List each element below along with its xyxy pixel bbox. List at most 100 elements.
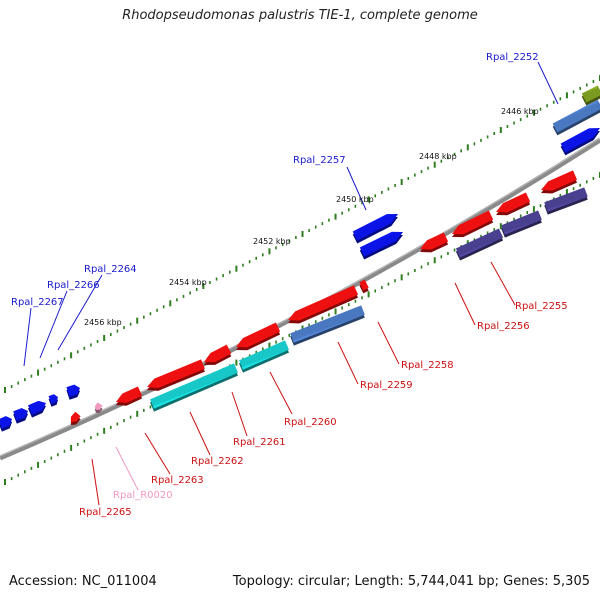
map-title: Rhodopseudomonas palustris TIE-1, comple… [122,8,478,23]
gene-purple-3-body [455,228,504,258]
gene-label-rpal-2266[interactable]: Rpal_2266 [47,280,100,291]
gene-rpal-2259-body [290,305,365,343]
gene-rpal-2257a [352,214,398,244]
gene-rpal-2257b [359,231,403,260]
gene-small-red-highlight [364,279,369,289]
gene-rpal-2266-highlight [48,394,58,397]
gene-rpal-2264-highlight [66,384,80,388]
gene-rpal-2258 [288,285,359,324]
gene-small-red [359,279,369,294]
gene-label-rpal-2261[interactable]: Rpal_2261 [233,437,286,448]
gene-label-rpal-2267[interactable]: Rpal_2267 [11,297,64,308]
kbp-label-2450: 2450 kbp [336,195,374,204]
gene-rpal-2262b-body [150,363,238,409]
gene-purple-1-body [544,187,588,212]
gene-rpal-2256a [452,210,494,238]
gene-rpal-2262b [150,363,238,412]
gene-rpal-2265 [70,411,81,425]
gene-label-rpal-2260[interactable]: Rpal_2260 [284,417,337,428]
gene-rpal-r0020-highlight [96,405,103,410]
gene-label-rpal-r0020[interactable]: Rpal_R0020 [113,490,173,501]
leader-line [189,411,211,456]
leader-line [490,261,516,306]
gene-rpal-2253 [560,128,600,156]
kbp-label-2448: 2448 kbp [419,152,457,161]
gene-rpal-2255-body [496,192,531,213]
gene-rpal-2268 [0,416,12,432]
leader-line [231,391,248,437]
kbp-label-2454: 2454 kbp [169,278,207,287]
outer-dotted-track [4,75,600,393]
gene-rpal-2263-body [116,386,143,403]
gene-rpal-2256b-highlight [420,241,449,250]
gene-olive-edge-body [581,85,600,103]
gene-rpal-2265-body [70,411,81,422]
gene-rpal-2260-body [236,322,281,348]
accession-text: Accession: NC_011004 [9,574,157,589]
gene-rpal-2259 [290,305,365,346]
topology-text: Topology: circular; Length: 5,744,041 bp… [232,574,590,589]
gene-rpal-2264-body [66,384,80,397]
gene-rpal-2257a-body [352,214,398,241]
kbp-label-2446: 2446 kbp [501,107,539,116]
gene-label-rpal-2262[interactable]: Rpal_2262 [191,456,244,467]
gene-label-rpal-2258[interactable]: Rpal_2258 [401,360,454,371]
gene-small-red-body [359,279,369,291]
gene-label-rpal-2263[interactable]: Rpal_2263 [151,475,204,486]
gene-rpal-2259-highlight [292,314,365,343]
gene-rpal-2267b-body [13,408,28,421]
gene-purple-3 [455,228,504,261]
leader-line [269,371,293,415]
gene-purple-1 [544,187,588,215]
gene-purple-2 [501,210,542,238]
gene-label-rpal-2256[interactable]: Rpal_2256 [477,321,530,332]
gene-label-rpal-2255[interactable]: Rpal_2255 [515,301,568,312]
gene-rpal-2262b-highlight [152,372,238,409]
gene-rpal-2268-highlight [0,416,12,420]
gene-label-rpal-2259[interactable]: Rpal_2259 [360,380,413,391]
gene-rpal-2261 [204,344,232,365]
leader-line [23,307,32,367]
label-leader-lines [23,61,559,506]
gene-label-rpal-2265[interactable]: Rpal_2265 [79,507,132,518]
gene-label-rpal-2264[interactable]: Rpal_2264 [84,264,137,275]
gene-rpal-2265-highlight [71,416,81,422]
leader-line [537,61,559,105]
leader-line [115,446,139,491]
gene-rpal-2266 [48,394,58,407]
gene-purple-1-highlight [546,196,588,212]
gene-label-rpal-2257[interactable]: Rpal_2257 [293,155,346,166]
gene-rpal-2263 [116,386,143,406]
gene-rpal-2254 [541,170,578,194]
gene-rpal-2258-body [288,285,359,321]
gene-rpal-2267b-highlight [13,408,28,412]
gene-rpal-2256b [420,232,449,253]
gene-rpal-2256a-body [452,210,494,235]
gene-rpal-r0020 [94,402,103,413]
gene-rpal-2262-body [147,359,205,388]
leader-line [377,321,400,365]
gene-purple-3-highlight [458,237,504,258]
kbp-label-2456: 2456 kbp [84,318,122,327]
gene-purple-2-highlight [503,219,542,235]
gene-olive-edge-highlight [581,85,600,94]
gene-rpal-2256b-body [420,232,449,250]
gene-rpal-2261-highlight [204,353,232,362]
leader-line [91,458,100,506]
gene-rpal-2252 [552,99,600,136]
gene-label-rpal-2252[interactable]: Rpal_2252 [486,52,539,63]
gene-olive-edge [581,85,600,106]
gene-rpal-2255 [496,192,531,216]
gene-rpal-2266-body [48,394,58,404]
gene-rpal-2252-highlight [552,99,600,124]
gene-features [0,85,600,432]
genome-backbone [0,137,600,461]
gene-rpal-2261-body [204,344,232,362]
leader-line [454,282,476,326]
gene-rpal-2267a [27,400,46,418]
gene-rpal-2260b-highlight [241,349,289,370]
leader-line [144,432,171,475]
gene-rpal-2260b [239,340,289,373]
gene-rpal-2260b-body [239,340,289,370]
